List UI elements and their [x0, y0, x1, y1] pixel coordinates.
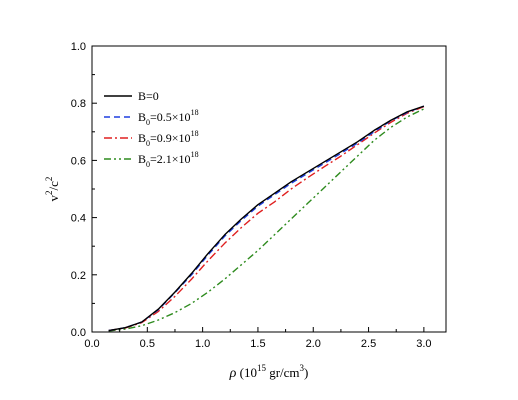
legend-entry-3: B0=2.1×1018 [138, 150, 199, 169]
y-tick-label: 0.2 [71, 270, 86, 282]
legend-entry-0: B=0 [138, 89, 159, 103]
x-tick-label: 0.5 [140, 338, 155, 350]
x-tick-label: 3.0 [416, 338, 431, 350]
y-tick-label: 0.0 [71, 327, 86, 339]
y-tick-label: 0.8 [71, 98, 86, 110]
x-tick-label: 1.0 [195, 338, 210, 350]
legend-entry-2: B0=0.9×1018 [138, 129, 199, 148]
x-tick-label: 0.0 [84, 338, 99, 350]
legend-entry-1: B0=0.5×1018 [138, 108, 199, 127]
y-tick-label: 0.4 [71, 213, 86, 225]
axis-ticks: 0.0 0.5 1.0 1.5 2.0 2.5 3.0 0.0 0.2 0.4 0.6 0.8 1.0 [71, 41, 432, 350]
x-tick-label: 2.0 [306, 338, 321, 350]
series-line-0 [108, 105, 425, 332]
y-tick-label: 1.0 [71, 41, 86, 53]
x-tick-label: 2.5 [361, 338, 376, 350]
x-tick-label: 1.5 [250, 338, 265, 350]
x-axis-title: ρ (1015 gr/cm3) [229, 363, 309, 381]
series-line-2 [108, 105, 425, 332]
plot-lines [108, 105, 425, 332]
series-line-1 [108, 105, 425, 332]
series-line-3 [108, 108, 425, 332]
y-tick-label: 0.6 [71, 155, 86, 167]
legend: B=0 B0=0.5×1018 B0=0.9×1018 B0=2.1×1018 [104, 89, 199, 169]
y-axis-title: v2/c2 [44, 177, 61, 202]
